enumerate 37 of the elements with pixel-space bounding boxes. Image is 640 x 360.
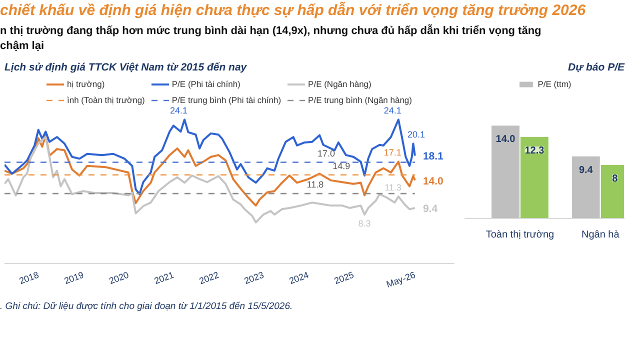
- data-label: 17.1: [384, 148, 402, 158]
- x-tick-label: 2023: [242, 270, 266, 286]
- legend-label: ình (Toàn thị trường): [66, 95, 145, 105]
- legend-label: P/E (Ngân hàng): [308, 79, 372, 89]
- data-label: 9.4: [578, 164, 594, 176]
- data-label: 11.8: [306, 180, 324, 190]
- x-tick-label: Ngân hà: [581, 230, 620, 240]
- data-label: 11.3: [384, 182, 402, 193]
- data-label: 14.0: [496, 134, 516, 146]
- x-tick-label: 2022: [198, 270, 220, 286]
- x-tick-label: Toàn thị trường: [486, 230, 554, 240]
- x-tick-label: 2024: [288, 270, 310, 286]
- chart-title: Dự báo P/E: [568, 62, 626, 74]
- legend-label: P/E trung bình (Phi tài chính): [172, 95, 282, 105]
- x-tick-label: 2021: [152, 270, 176, 286]
- data-label: 24.1: [170, 106, 188, 116]
- x-tick-label: 2019: [62, 270, 86, 286]
- legend-label: hị trường): [66, 79, 105, 89]
- text: n thị trường đang thấp hơn mức trung bình dài hạn (14,9x), nhưng chưa đủ hấp dẫn khi triển vọng tăng: [0, 25, 542, 37]
- legend-label: P/E (ttm): [538, 79, 572, 89]
- data-label: 24.1: [384, 106, 402, 116]
- text: chiết khấu về định giá hiện chưa thực sự hấp dẫn với triển vọng tăng trưởng 2026: [0, 2, 586, 19]
- data-label: 14.0: [422, 175, 444, 188]
- data-label: 17.0: [318, 148, 336, 158]
- data-label: 18.1: [422, 150, 444, 163]
- data-label: 9.4: [422, 202, 438, 215]
- x-tick-label: 2025: [332, 270, 356, 286]
- data-label: 8.3: [358, 218, 371, 229]
- x-tick-label: 2020: [108, 270, 130, 286]
- x-tick-label: 2018: [18, 270, 40, 286]
- text: chậm lại: [0, 40, 44, 52]
- text: . Ghi chú: Dữ liệu được tính cho giai đoạn từ 1/1/2015 đến 15/5/2026.: [0, 301, 293, 312]
- data-label: 20.1: [407, 130, 425, 140]
- legend-label: P/E trung bình (Ngân hàng): [308, 95, 412, 105]
- legend-label: P/E (Phi tài chính): [172, 79, 240, 89]
- data-label: 14.9: [332, 160, 350, 171]
- chart-title: Lịch sử định giá TTCK Việt Nam từ 2015 đến nay: [4, 62, 248, 74]
